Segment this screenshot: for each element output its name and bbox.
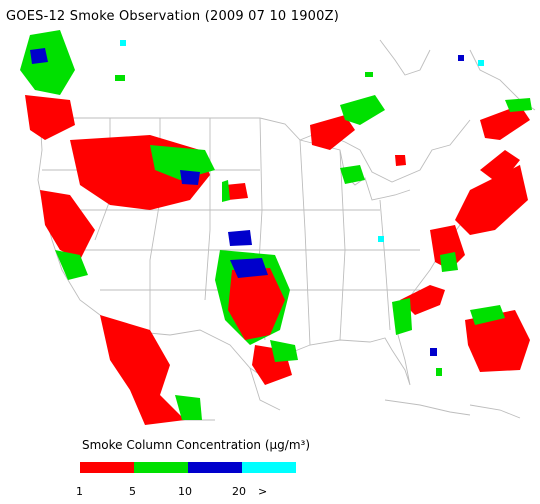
- smoke-patch-midatlantic-red: [430, 225, 465, 270]
- smoke-patch-newengland-red: [455, 165, 528, 235]
- smoke-patch-baja-green: [175, 395, 202, 420]
- smoke-patch-texas-south-green: [270, 340, 298, 362]
- smoke-patch-montana-blue: [180, 170, 200, 185]
- smoke-patch-quebec-red: [480, 105, 530, 140]
- legend-swatch-10-20: [188, 462, 242, 473]
- smoke-patch-michigan-green: [340, 165, 365, 184]
- smoke-patch-nebraska-red: [225, 183, 248, 200]
- smoke-patch-nw-red: [25, 95, 75, 140]
- smoke-patch-oklahoma-blue: [228, 230, 252, 246]
- smoke-patch-offshore-red: [480, 150, 520, 185]
- legend-tick-5: 5: [129, 485, 136, 498]
- smoke-patch-kentucky-cyan: [378, 236, 384, 242]
- smoke-patch-quebec-green: [505, 98, 532, 112]
- smoke-patch-florida-green: [436, 368, 442, 376]
- legend-title: Smoke Column Concentration (μg/m³): [82, 438, 310, 452]
- smoke-patch-california-red: [40, 190, 95, 260]
- smoke-patch-baja-red: [100, 315, 185, 425]
- smoke-patch-atlantic-red: [465, 310, 530, 372]
- smoke-patch-quebec-cyan: [478, 60, 484, 66]
- legend-tick-10: 10: [178, 485, 192, 498]
- mexico-border: [117, 329, 266, 379]
- smoke-patch-southeast-green: [392, 298, 412, 335]
- smoke-patch-atlantic-green: [470, 305, 505, 325]
- legend-swatch-20-plus: [242, 462, 296, 473]
- smoke-patch-midatlantic-green: [440, 252, 458, 272]
- legend-tick-gt: >: [258, 485, 268, 498]
- legend-color-bar: [80, 462, 296, 473]
- west-coast: [37, 117, 119, 331]
- smoke-patch-southeast-red: [400, 285, 445, 315]
- smoke-patch-montana-green: [150, 145, 215, 180]
- smoke-map: [20, 30, 536, 425]
- smoke-patch-wa-green: [115, 75, 125, 81]
- smoke-patch-california-green: [55, 250, 88, 280]
- smoke-patch-michigan-red: [395, 155, 406, 166]
- legend-swatch-5-10: [134, 462, 188, 473]
- northern-border: [40, 117, 471, 183]
- smoke-patch-nw-cyan: [120, 40, 126, 46]
- smoke-patch-nebraska-green: [222, 180, 230, 202]
- smoke-patch-hudson-green: [365, 72, 373, 77]
- smoke-patch-ontario-blue: [458, 55, 464, 61]
- smoke-patch-nw-blue: [30, 48, 48, 64]
- legend-tick-20: 20: [232, 485, 246, 498]
- smoke-patch-florida-blue: [430, 348, 437, 356]
- smoke-patch-nw-green: [20, 30, 75, 95]
- gulf-coast: [264, 334, 411, 386]
- smoke-patches: [20, 30, 532, 425]
- smoke-patch-texas-blue: [230, 258, 268, 278]
- map-title: GOES-12 Smoke Observation (2009 07 10 19…: [6, 9, 339, 24]
- smoke-patch-superior-red: [310, 115, 355, 150]
- smoke-patch-texas-red: [228, 268, 285, 340]
- legend-swatch-1-5: [80, 462, 134, 473]
- legend-tick-1: 1: [76, 485, 83, 498]
- smoke-patch-superior-green: [340, 95, 385, 125]
